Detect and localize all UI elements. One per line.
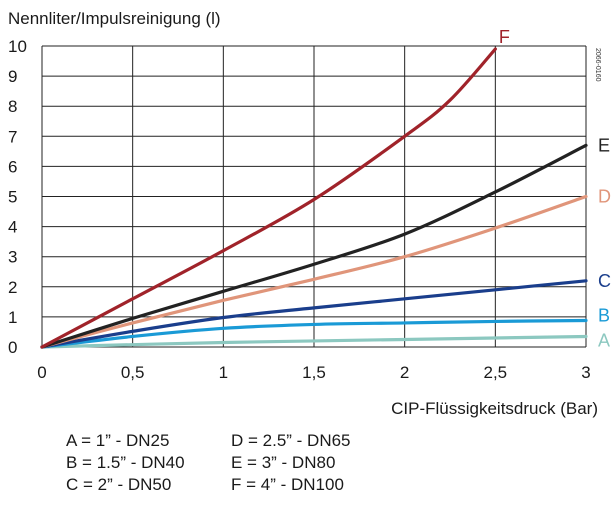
y-tick-label: 2 [8,278,17,297]
series-label-d: D [598,187,611,207]
y-tick-label: 9 [8,67,17,86]
x-tick-label: 0,5 [121,363,145,382]
y-tick-label: 8 [8,97,17,116]
series-label-f: F [499,27,510,47]
figure-id-watermark: 2066-0160 [594,48,601,82]
x-tick-label: 1,5 [302,363,326,382]
y-tick-label: 3 [8,248,17,267]
legend-entry-e: E = 3” - DN80 [231,453,336,472]
y-tick-label: 0 [8,338,17,357]
legend-right: D = 2.5” - DN65 E = 3” - DN80 F = 4” - D… [231,430,351,496]
series-line-b [40,318,588,349]
series-lines [40,47,588,349]
y-tick-label: 1 [8,308,17,327]
series-line-c [40,279,588,349]
y-tick-label: 10 [8,37,27,56]
tick-labels: 0 0,5 1 1,5 2 2,5 3 0 1 2 3 4 5 6 7 8 9 10 [8,37,591,382]
y-axis-title: Nennliter/Impulsreinigung (l) [8,9,221,28]
y-tick-label: 6 [8,157,17,176]
x-tick-label: 2 [400,363,409,382]
x-tick-label: 3 [581,363,590,382]
y-tick-label: 5 [8,188,17,207]
x-tick-label: 2,5 [484,363,508,382]
legend-entry-b: B = 1.5” - DN40 [66,453,185,472]
legend-entry-a: A = 1” - DN25 [66,431,170,450]
y-tick-label: 4 [8,218,17,237]
legend-left: A = 1” - DN25 B = 1.5” - DN40 C = 2” - D… [66,430,185,496]
series-end-labels: ABC D E F [499,27,611,350]
series-label-c: C [598,271,611,291]
series-line-f [40,47,497,349]
legend-entry-c: C = 2” - DN50 [66,475,172,494]
series-line-a [40,334,588,349]
y-tick-label: 7 [8,127,17,146]
series-label-b: B [598,306,610,326]
legend-entry-d: D = 2.5” - DN65 [231,431,351,450]
legend-entry-f: F = 4” - DN100 [231,475,344,494]
x-axis-title: CIP-Flüssigkeitsdruck (Bar) [391,399,598,418]
series-line-d [40,194,588,349]
series-label-e: E [598,135,610,155]
series-label-a: A [598,330,610,350]
x-tick-label: 1 [219,363,228,382]
x-tick-label: 0 [37,363,46,382]
series-line-e [40,143,588,349]
